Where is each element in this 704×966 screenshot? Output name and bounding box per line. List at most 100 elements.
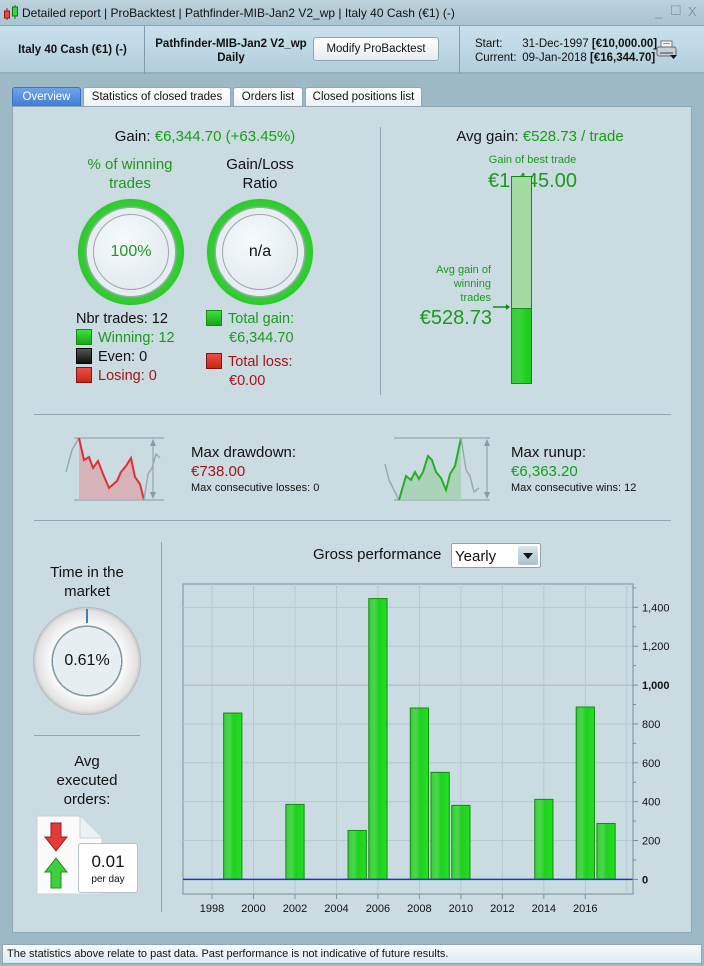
bar-2006 — [368, 598, 388, 880]
max-drawdown-value: €738.00 — [191, 463, 246, 480]
max-runup-label: Max runup: — [511, 444, 587, 461]
time-in-market-value: 0.61% — [64, 652, 110, 669]
time-in-market-title-line1: Time in the — [50, 564, 124, 581]
avg-winning-label-line2: winning — [453, 278, 491, 290]
current-value: [€16,344.70] — [589, 52, 656, 64]
time-in-market-title: Time in the market — [27, 563, 147, 601]
close-button[interactable]: X — [688, 4, 697, 19]
total-loss-label: Total loss: — [228, 354, 293, 370]
arrow-right-icon — [493, 304, 510, 310]
window-title: Detailed report | ProBacktest | Pathfind… — [22, 6, 455, 20]
gain-summary: Gain: €6,344.70 (+63.45%) — [60, 128, 350, 145]
bar-2008 — [409, 707, 430, 880]
ratio-title-line1: Gain/Loss — [226, 156, 294, 173]
header-divider — [144, 26, 145, 74]
avg-gain-label: Avg gain: — [456, 128, 519, 145]
avg-winning-label-line3: trades — [460, 292, 491, 304]
avg-winning-label: Avg gain of winning trades — [420, 263, 491, 305]
avg-winning-label-line1: Avg gain of — [436, 264, 491, 276]
winning-pct-title-line1: % of winning — [87, 156, 173, 173]
winning-pct-value: 100% — [93, 214, 169, 290]
ratio-value: n/a — [222, 214, 298, 290]
bar-2002 — [285, 803, 305, 880]
winning-count: Winning: 12 — [76, 329, 175, 348]
start-date: 31-Dec-1997 — [522, 38, 589, 50]
gain-loss-ratio-gauge: n/a — [206, 198, 314, 306]
x-tick-label: 2004 — [324, 903, 348, 915]
status-bar: The statistics above relate to past data… — [2, 944, 702, 964]
green-square-icon — [206, 310, 222, 326]
strategy-name: Pathfinder-MIB-Jan2 V2_wp — [155, 38, 307, 50]
x-tick-label: 2006 — [366, 903, 390, 915]
period-dropdown[interactable]: Yearly — [451, 543, 541, 568]
title-bar: Detailed report | ProBacktest | Pathfind… — [0, 0, 704, 26]
plot-area — [182, 583, 634, 895]
winning-pct-title: % of winning trades — [70, 155, 190, 193]
bar-2005 — [347, 829, 367, 880]
max-runup-value: €6,363.20 — [511, 463, 578, 480]
avg-orders-box: 0.01 per day — [78, 843, 138, 893]
tab-statistics-closed-trades[interactable]: Statistics of closed trades — [83, 87, 231, 106]
time-in-market-title-line2: market — [64, 583, 110, 600]
best-trade-value: €1,445.00 — [488, 170, 577, 192]
y-tick-label: 1,400 — [642, 602, 670, 614]
total-gain: Total gain: — [206, 310, 294, 329]
time-in-market-gauge: 0.61% — [33, 607, 141, 715]
even-text: Even: 0 — [98, 349, 148, 365]
gain-label: Gain: — [114, 128, 151, 145]
candlestick-logo-icon — [4, 5, 18, 20]
tab-closed-positions-list[interactable]: Closed positions list — [305, 87, 422, 106]
avg-orders-title-line3: orders: — [63, 791, 111, 808]
y-tick-label: 200 — [642, 836, 660, 848]
y-tick-label: 800 — [642, 719, 660, 731]
max-drawdown-label: Max drawdown: — [191, 444, 297, 461]
header-divider — [459, 26, 460, 74]
winning-pct-title-line2: trades — [109, 175, 151, 192]
minimize-button[interactable]: _ — [655, 4, 663, 19]
gross-performance-chart: 0 200 400 600 800 1,000 1,200 1,400 1998 2000 200… — [182, 583, 670, 915]
avg-gain-value: €528.73 / trade — [522, 128, 624, 145]
winning-text: Winning: 12 — [98, 330, 175, 346]
gain-value: €6,344.70 (+63.45%) — [154, 128, 296, 145]
losing-text: Losing: 0 — [98, 368, 157, 384]
section-divider — [34, 414, 671, 415]
y-tick-label: 1,200 — [642, 641, 670, 653]
printer-icon[interactable] — [656, 40, 678, 60]
bar-2016 — [575, 706, 595, 880]
avg-orders-value: 0.01 — [91, 852, 125, 871]
total-gain-value: €6,344.70 — [229, 330, 294, 346]
section-divider — [161, 542, 162, 912]
period-value: Yearly — [455, 548, 497, 565]
start-value: [€10,000.00] — [591, 38, 658, 50]
chevron-down-icon[interactable] — [518, 546, 538, 565]
current-label: Current: — [475, 52, 517, 64]
y-tick-label: 600 — [642, 758, 660, 770]
report-header: Italy 40 Cash (€1) (-) Pathfinder-MIB-Ja… — [0, 26, 704, 74]
section-divider — [34, 520, 671, 521]
current-date: 09-Jan-2018 — [522, 52, 587, 64]
section-divider — [34, 735, 140, 736]
x-tick-label: 1998 — [200, 903, 224, 915]
x-tick-label: 2002 — [283, 903, 307, 915]
ratio-title: Gain/Loss Ratio — [200, 155, 320, 193]
maximize-button[interactable]: ☐ — [670, 3, 682, 18]
modify-probacktest-button[interactable]: Modify ProBacktest — [313, 37, 439, 61]
avg-orders-title-line1: Avg — [74, 753, 100, 770]
best-trade-bar — [511, 176, 532, 384]
total-loss: Total loss: — [206, 353, 292, 372]
section-divider — [380, 127, 381, 395]
avg-orders-title: Avg executed orders: — [27, 752, 147, 809]
tab-orders-list[interactable]: Orders list — [233, 87, 303, 106]
black-square-icon — [76, 348, 92, 364]
x-tick-label: 2010 — [449, 903, 473, 915]
total-loss-value: €0.00 — [229, 373, 266, 389]
bar-2009 — [430, 771, 450, 880]
runup-sparkline — [384, 437, 490, 501]
red-square-icon — [76, 367, 92, 383]
avg-winning-fill — [512, 308, 531, 383]
x-tick-label: 2016 — [573, 903, 597, 915]
avg-gain-summary: Avg gain: €528.73 / trade — [400, 128, 680, 145]
avg-orders-title-line2: executed — [56, 772, 118, 789]
bar-2010 — [451, 804, 471, 880]
tab-overview[interactable]: Overview — [12, 87, 81, 106]
